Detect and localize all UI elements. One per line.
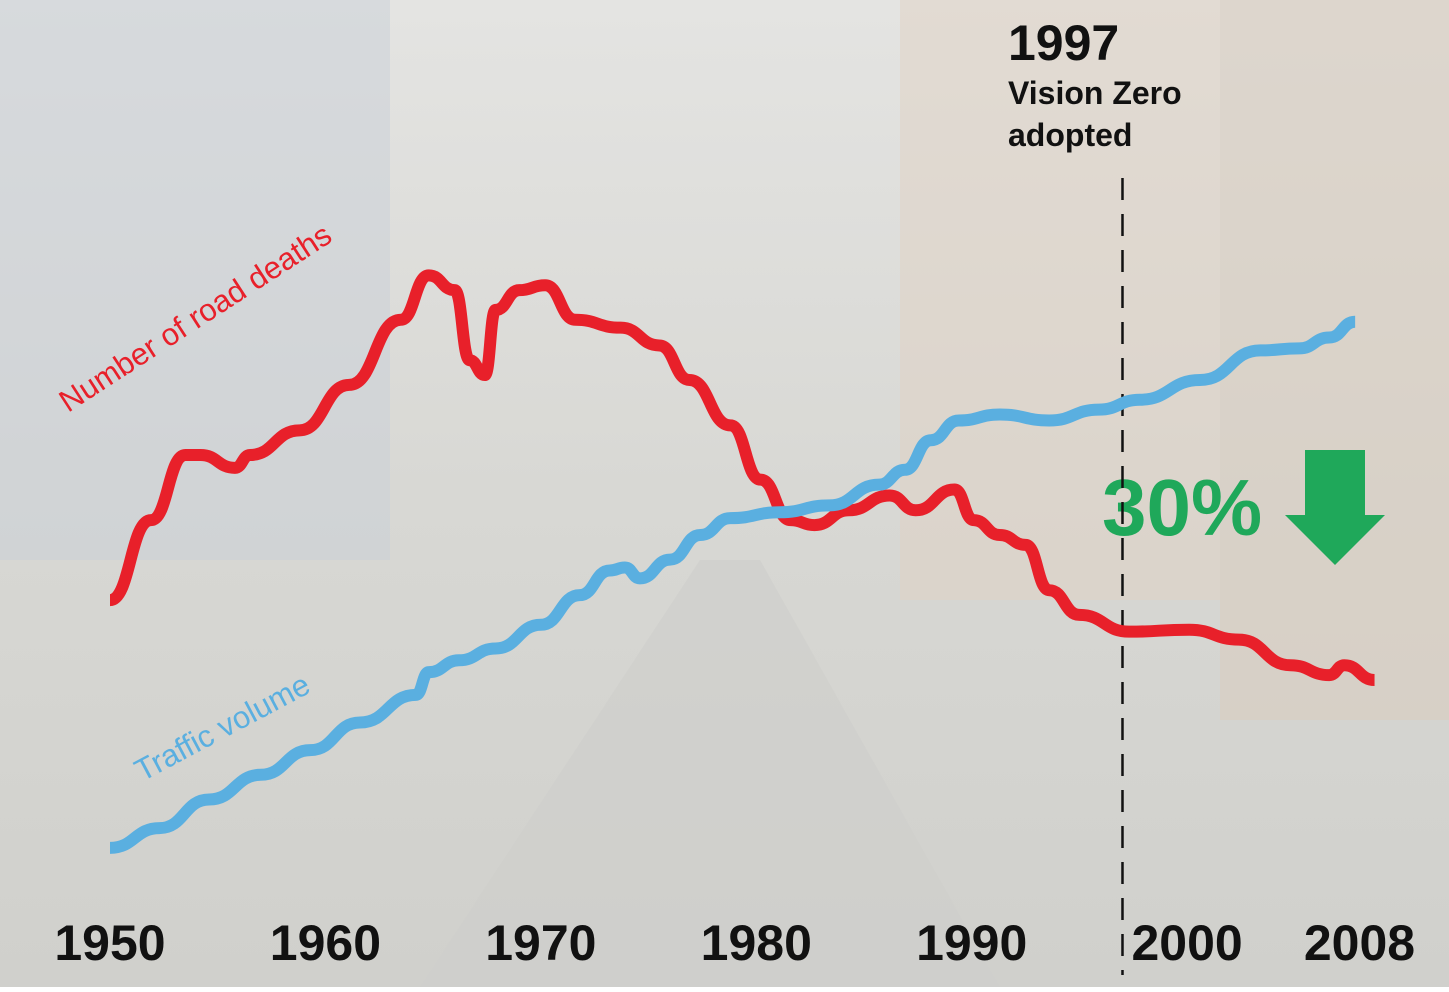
x-tick-label: 1950 (54, 915, 165, 971)
chart: 1997 Vision Zero adopted 30% Number of r… (0, 0, 1449, 987)
event-year: 1997 (1008, 15, 1119, 71)
x-tick-label: 2008 (1304, 915, 1415, 971)
building (1220, 0, 1449, 720)
event-label: adopted (1008, 117, 1132, 153)
x-tick-label: 1970 (485, 915, 596, 971)
x-tick-label: 1960 (270, 915, 381, 971)
x-tick-label: 1980 (701, 915, 812, 971)
event-label: Vision Zero (1008, 75, 1182, 111)
change-label: 30% (1102, 463, 1262, 552)
x-tick-label: 1990 (916, 915, 1027, 971)
x-tick-label: 2000 (1132, 915, 1243, 971)
building (0, 0, 390, 560)
